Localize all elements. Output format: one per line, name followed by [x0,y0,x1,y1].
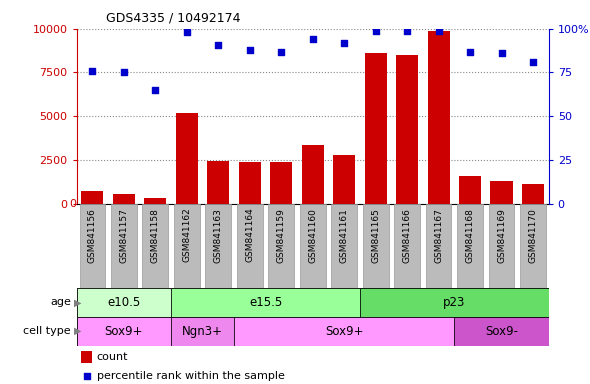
Point [371,28,381,34]
Bar [239,162,261,204]
FancyBboxPatch shape [363,204,389,288]
Text: Sox9+: Sox9+ [104,325,143,338]
Bar [171,317,234,346]
Text: percentile rank within the sample: percentile rank within the sample [97,371,284,381]
Bar [77,288,171,317]
FancyBboxPatch shape [394,204,420,288]
Point [339,40,349,46]
Text: GSM841164: GSM841164 [245,208,254,263]
Text: Sox9-: Sox9- [485,325,518,338]
Bar [113,194,135,204]
Bar [333,155,355,204]
Bar [145,198,166,204]
FancyBboxPatch shape [268,204,294,288]
Text: GSM841167: GSM841167 [434,208,443,263]
Point [528,59,537,65]
FancyBboxPatch shape [205,204,231,288]
Point [82,372,91,379]
Bar [490,181,513,204]
Text: Sox9+: Sox9+ [325,325,363,338]
FancyBboxPatch shape [142,204,168,288]
Text: Ngn3+: Ngn3+ [182,325,223,338]
Text: GSM841170: GSM841170 [529,208,537,263]
Point [308,36,317,42]
Point [88,68,97,74]
Text: ▶: ▶ [74,297,81,308]
Point [182,29,192,35]
Point [245,47,254,53]
Text: ▶: ▶ [74,326,81,336]
Text: GDS4335 / 10492174: GDS4335 / 10492174 [106,12,241,25]
Text: GSM841168: GSM841168 [466,208,474,263]
Point [277,48,286,55]
FancyBboxPatch shape [300,204,326,288]
Point [402,28,412,34]
FancyBboxPatch shape [111,204,137,288]
Text: GSM841161: GSM841161 [340,208,349,263]
Bar [396,55,418,204]
Text: cell type: cell type [23,326,71,336]
FancyBboxPatch shape [489,204,514,288]
Point [466,48,475,55]
Text: GSM841166: GSM841166 [402,208,412,263]
Text: GSM841162: GSM841162 [182,208,191,263]
Text: e10.5: e10.5 [107,296,140,309]
Text: 0: 0 [70,199,77,209]
Text: p23: p23 [443,296,466,309]
Text: GSM841160: GSM841160 [308,208,317,263]
FancyBboxPatch shape [237,204,263,288]
Text: GSM841163: GSM841163 [214,208,223,263]
Bar [360,288,549,317]
Bar [522,184,544,204]
Point [119,70,129,76]
Text: GSM841156: GSM841156 [88,208,97,263]
Point [434,28,443,34]
Bar [81,191,103,204]
Text: e15.5: e15.5 [249,296,282,309]
Text: GSM841157: GSM841157 [119,208,129,263]
Text: GSM841165: GSM841165 [371,208,380,263]
FancyBboxPatch shape [520,204,546,288]
Bar [270,162,292,204]
Bar [77,317,171,346]
Point [214,41,223,48]
Bar [454,317,549,346]
Point [150,87,160,93]
Point [497,50,506,56]
Bar [459,176,481,204]
Bar [171,288,360,317]
FancyBboxPatch shape [457,204,483,288]
Bar [207,161,230,204]
Bar [301,145,324,204]
Text: GSM841159: GSM841159 [277,208,286,263]
Text: GSM841169: GSM841169 [497,208,506,263]
Bar [176,113,198,204]
FancyBboxPatch shape [80,204,106,288]
Text: GSM841158: GSM841158 [151,208,160,263]
Text: count: count [97,352,128,362]
Bar [365,53,386,204]
Text: age: age [50,297,71,308]
Bar [81,351,92,363]
Bar [234,317,454,346]
FancyBboxPatch shape [331,204,357,288]
Bar [428,31,450,204]
FancyBboxPatch shape [174,204,200,288]
FancyBboxPatch shape [425,204,451,288]
